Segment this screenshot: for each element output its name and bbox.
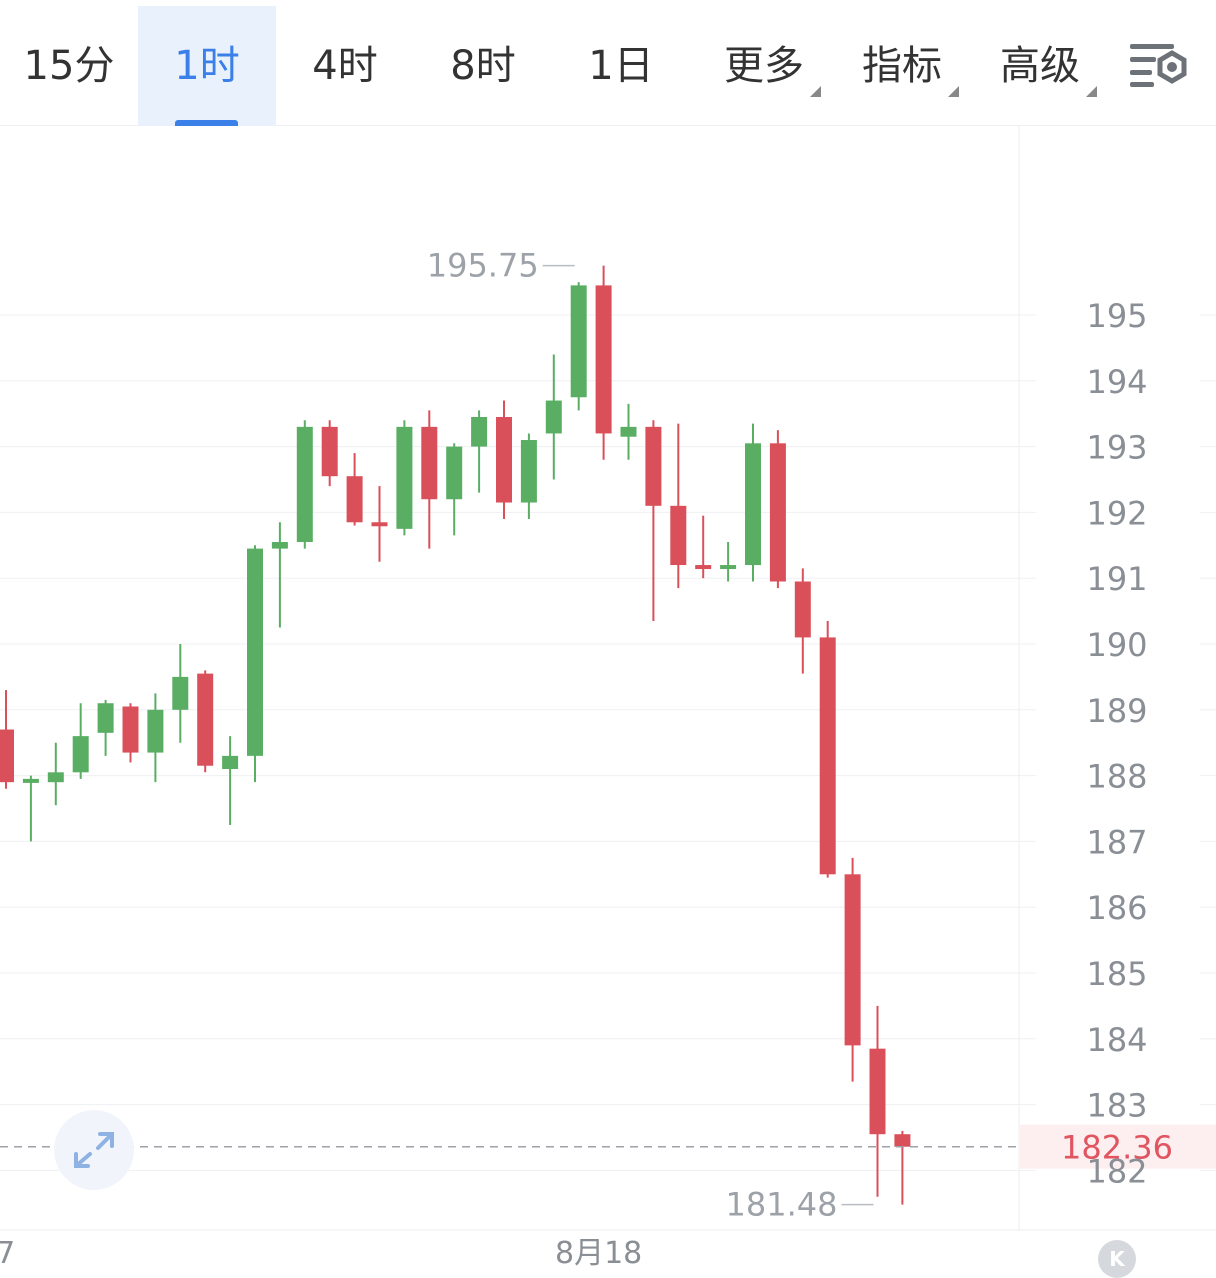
candle-body <box>271 542 288 549</box>
y-tick-label: 193 <box>1086 429 1147 467</box>
expand-arrows-icon <box>74 1132 114 1168</box>
advanced-menu-label: 高级 <box>1000 43 1080 89</box>
candle-body <box>794 581 811 638</box>
y-tick-label: 192 <box>1086 494 1147 532</box>
current-price-line: 182.36 <box>0 1124 1216 1169</box>
tab-1day[interactable]: 1日 <box>588 43 654 89</box>
candle-body <box>695 565 712 570</box>
candle-body <box>769 443 786 582</box>
y-tick-label: 186 <box>1086 889 1147 927</box>
y-tick-label: 195 <box>1086 297 1147 335</box>
candle-body <box>346 476 363 523</box>
candle-body <box>745 443 761 566</box>
candle-body <box>520 440 537 503</box>
chart-settings-button[interactable] <box>1126 40 1190 94</box>
candle-body <box>72 736 89 773</box>
candle-body <box>396 426 413 529</box>
dropdown-triangle-icon <box>948 86 959 97</box>
grid-lines <box>0 314 1216 1171</box>
current-price-label-bg <box>1020 1124 1216 1169</box>
y-tick-label: 184 <box>1086 1021 1147 1059</box>
candle-body <box>496 416 512 503</box>
candle-body <box>645 426 662 506</box>
candle-body <box>172 676 189 710</box>
candlestick-chart[interactable]: 182.36 195 194 193 192 191 190 189 188 187 186 185… <box>0 126 1216 1272</box>
y-tick-label: 185 <box>1086 955 1147 993</box>
current-price-label: 182.36 <box>1061 1129 1173 1167</box>
tab-15min[interactable]: 15分 <box>23 43 115 89</box>
active-tab-indicator <box>175 120 238 126</box>
chart-canvas: 182.36 195 194 193 192 191 190 189 188 187 186 185… <box>0 126 1216 1271</box>
candle-body <box>620 426 637 437</box>
dropdown-triangle-icon <box>1086 86 1097 97</box>
y-tick-label: 188 <box>1086 758 1147 796</box>
chart-settings-icon <box>1130 44 1187 87</box>
candle-body <box>570 285 587 398</box>
candle-body <box>869 1048 886 1135</box>
candle-body <box>844 874 861 1046</box>
candle-body <box>421 426 438 500</box>
tab-8hour[interactable]: 8时 <box>450 43 516 89</box>
candle-body <box>471 416 488 447</box>
k-line-badge-icon[interactable]: K <box>1098 1240 1136 1278</box>
candle-body <box>371 522 388 527</box>
tab-1hour[interactable]: 1时 <box>138 6 276 126</box>
x-axis-label: 8月18 <box>555 1236 642 1271</box>
x-axis-label: 月17 <box>0 1236 15 1271</box>
candle-body <box>147 709 164 753</box>
y-tick-label: 190 <box>1086 626 1147 664</box>
y-tick-label: 191 <box>1086 560 1147 598</box>
candle-body <box>446 446 463 500</box>
dropdown-triangle-icon <box>810 86 821 97</box>
candle-body <box>545 400 562 434</box>
candle-body <box>819 637 836 875</box>
high-annotation-label: 195.75 <box>427 247 539 285</box>
more-menu-label: 更多 <box>724 43 804 89</box>
candle-body <box>0 729 14 783</box>
y-axis-ticks: 195 194 193 192 191 190 189 188 187 186 185 184 183 1… <box>1086 297 1147 1190</box>
more-menu[interactable]: 更多 <box>700 6 828 126</box>
y-tick-label: 189 <box>1086 692 1147 730</box>
y-tick-label: 183 <box>1086 1087 1147 1125</box>
advanced-menu[interactable]: 高级 <box>976 6 1104 126</box>
low-annotation-label: 181.48 <box>726 1186 838 1224</box>
fullscreen-button[interactable] <box>54 1110 134 1190</box>
candle-body <box>97 703 114 733</box>
x-axis-labels: 月17 8月18 <box>0 1236 642 1271</box>
candle-body <box>247 548 263 756</box>
candle-body <box>321 426 338 477</box>
indicators-menu-label: 指标 <box>862 43 942 89</box>
tab-1hour-label: 1时 <box>174 43 240 89</box>
y-tick-label: 182 <box>1086 1152 1147 1190</box>
candle-body <box>296 426 313 543</box>
tab-4hour[interactable]: 4时 <box>312 43 378 89</box>
candle-body <box>22 778 39 783</box>
timeframe-toolbar: 15分 1时 4时 8时 1日 更多 指标 高级 <box>0 0 1216 126</box>
candle-body <box>595 285 612 434</box>
candle-body <box>122 706 139 753</box>
indicators-menu[interactable]: 指标 <box>838 6 966 126</box>
candle-body <box>197 673 214 766</box>
candle-body <box>894 1134 911 1147</box>
y-tick-label: 187 <box>1086 823 1147 861</box>
y-tick-label: 194 <box>1086 363 1147 401</box>
candle-body <box>720 565 737 570</box>
candle-body <box>670 505 687 566</box>
annotations: 195.75 181.48 <box>427 247 874 1224</box>
candle-body <box>222 755 239 770</box>
candles <box>0 265 911 1205</box>
candle-body <box>47 772 64 783</box>
